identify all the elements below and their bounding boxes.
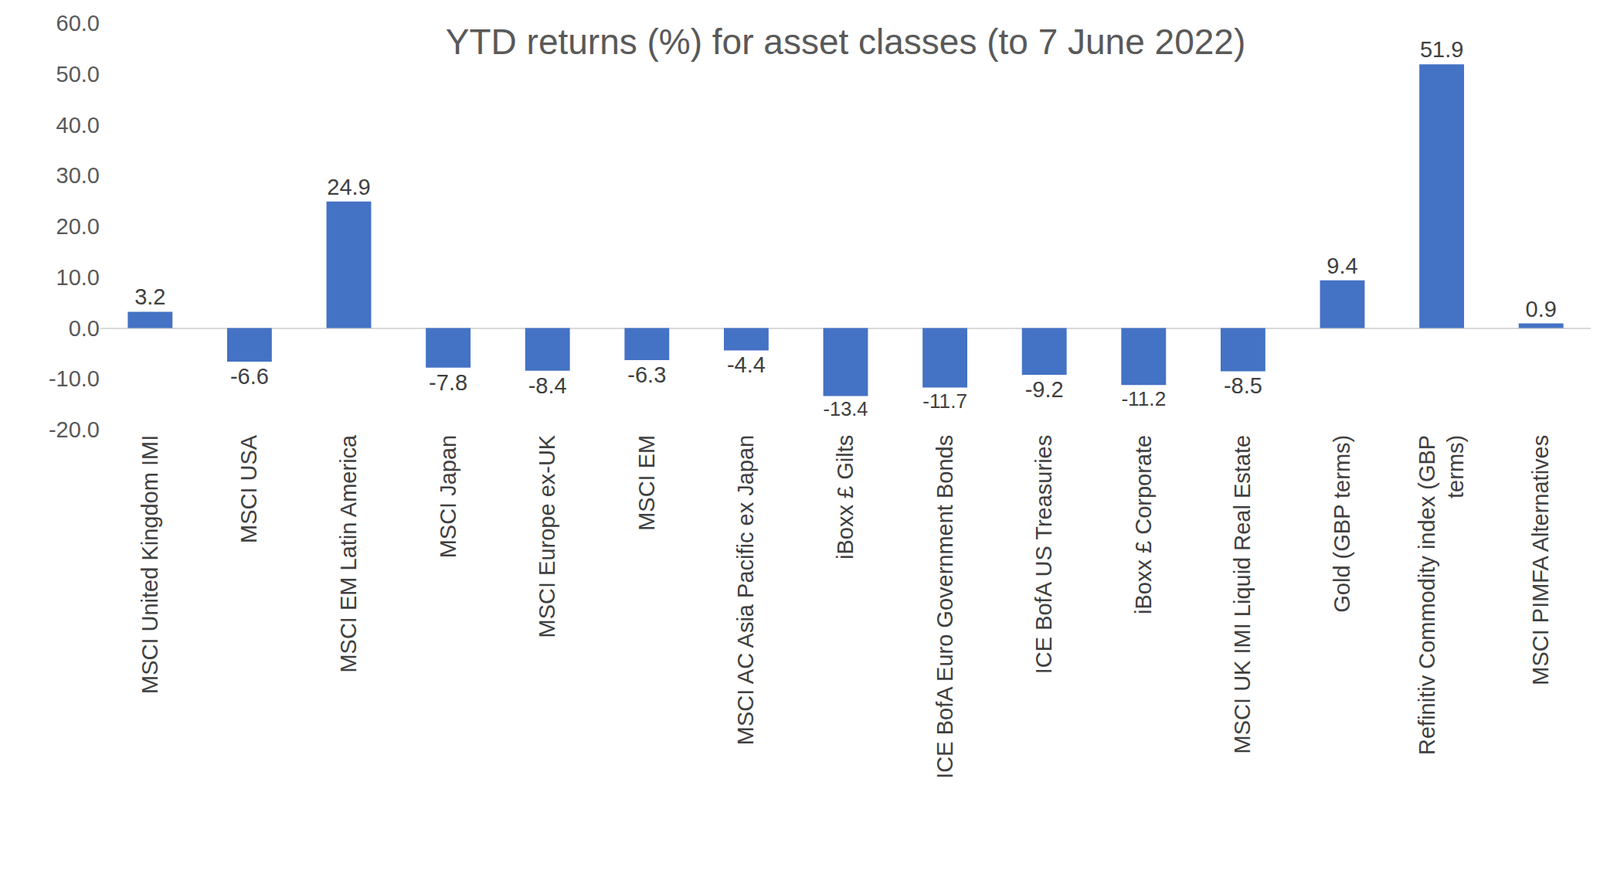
svg-text:MSCI EM Latin America: MSCI EM Latin America <box>336 434 361 673</box>
svg-text:50.0: 50.0 <box>56 61 100 87</box>
svg-text:30.0: 30.0 <box>56 163 100 188</box>
svg-text:YTD returns (%) for asset clas: YTD returns (%) for asset classes (to 7 … <box>445 21 1246 62</box>
svg-text:-6.6: -6.6 <box>230 363 269 389</box>
svg-text:-6.3: -6.3 <box>627 362 666 388</box>
svg-text:-8.5: -8.5 <box>1223 373 1263 398</box>
svg-text:40.0: 40.0 <box>56 112 100 138</box>
svg-text:MSCI AC Asia Pacific ex Japan: MSCI AC Asia Pacific ex Japan <box>733 434 758 745</box>
svg-text:-11.7: -11.7 <box>922 389 968 413</box>
svg-text:MSCI EM: MSCI EM <box>634 434 660 531</box>
svg-text:3.2: 3.2 <box>134 284 166 310</box>
svg-text:0.0: 0.0 <box>68 315 100 341</box>
svg-text:-13.4: -13.4 <box>823 397 869 420</box>
svg-text:MSCI United Kingdom IMI: MSCI United Kingdom IMI <box>137 434 163 694</box>
svg-text:iBoxx £ Gilts: iBoxx £ Gilts <box>832 434 858 560</box>
svg-text:0.9: 0.9 <box>1525 296 1557 322</box>
svg-text:-4.4: -4.4 <box>726 352 766 378</box>
svg-text:iBoxx £ Corporate: iBoxx £ Corporate <box>1131 434 1156 615</box>
svg-text:-10.0: -10.0 <box>48 366 100 391</box>
svg-text:-7.8: -7.8 <box>428 370 468 395</box>
svg-text:24.9: 24.9 <box>326 174 371 200</box>
svg-text:-9.2: -9.2 <box>1025 377 1064 402</box>
svg-text:60.0: 60.0 <box>56 10 100 36</box>
svg-text:ICE BofA US Treasuries: ICE BofA US Treasuries <box>1031 434 1057 674</box>
svg-text:Gold (GBP terms): Gold (GBP terms) <box>1329 434 1355 613</box>
svg-text:51.9: 51.9 <box>1419 37 1464 62</box>
svg-text:MSCI Japan: MSCI Japan <box>435 434 461 559</box>
svg-text:MSCI UK IMI Liquid Real Estate: MSCI UK IMI Liquid Real Estate <box>1229 434 1255 755</box>
svg-text:10.0: 10.0 <box>56 264 100 290</box>
svg-text:9.4: 9.4 <box>1326 253 1358 279</box>
svg-text:-8.4: -8.4 <box>528 373 568 398</box>
svg-text:-20.0: -20.0 <box>48 417 100 442</box>
svg-text:-11.2: -11.2 <box>1121 387 1166 411</box>
svg-text:MSCI USA: MSCI USA <box>236 434 262 544</box>
svg-text:20.0: 20.0 <box>56 214 100 239</box>
svg-text:Refinitiv Commodity index (GBP: Refinitiv Commodity index (GBPterms) <box>1414 434 1469 755</box>
svg-text:MSCI PIMFA Alternatives: MSCI PIMFA Alternatives <box>1528 434 1553 686</box>
svg-text:MSCI Europe ex-UK: MSCI Europe ex-UK <box>534 434 560 638</box>
svg-text:ICE BofA Euro Government Bonds: ICE BofA Euro Government Bonds <box>932 434 958 779</box>
